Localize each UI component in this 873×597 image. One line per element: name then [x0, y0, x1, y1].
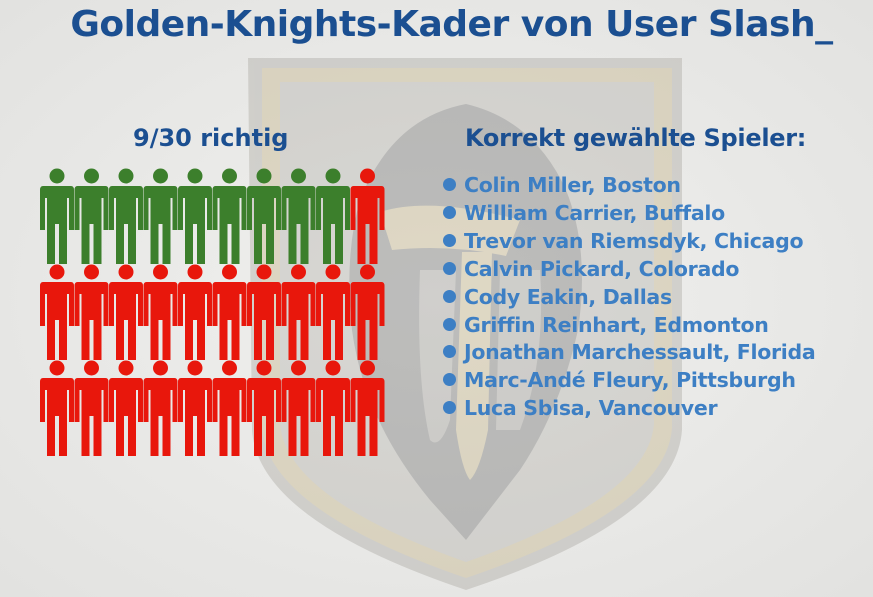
person-icon-incorrect — [350, 360, 385, 456]
person-icon-incorrect — [74, 264, 109, 360]
score-label: 9/30 richtig — [133, 124, 289, 152]
person-icon-correct — [247, 168, 281, 264]
player-list: Colin Miller, Boston William Carrier, Buf… — [443, 172, 816, 423]
player-list-item: William Carrier, Buffalo — [443, 200, 815, 228]
person-icon-incorrect — [178, 360, 212, 456]
person-icon-incorrect — [143, 264, 178, 360]
bullet-dot-icon — [443, 178, 456, 191]
person-icon-correct — [143, 168, 178, 264]
player-list-item: Colin Miller, Boston — [443, 172, 815, 200]
person-icon-incorrect — [350, 264, 385, 360]
bullet-dot-icon — [443, 289, 456, 303]
person-icon-incorrect — [109, 360, 143, 456]
person-icon-correct — [316, 168, 350, 264]
person-icon-incorrect — [40, 360, 74, 456]
person-icon-correct — [281, 168, 316, 264]
player-name: Colin Miller, Boston — [464, 173, 681, 197]
person-icon-incorrect — [178, 264, 212, 360]
player-name: Luca Sbisa, Vancouver — [464, 396, 718, 421]
person-icon-incorrect — [247, 264, 281, 360]
player-list-item: Cody Eakin, Dallas — [443, 284, 815, 312]
player-name: Cody Eakin, Dallas — [464, 284, 672, 309]
bullet-dot-icon — [443, 345, 456, 359]
player-name: Marc-Andé Fleury, Pittsburgh — [464, 368, 796, 393]
bullet-dot-icon — [443, 317, 456, 331]
person-icon-grid — [40, 168, 385, 456]
bullet-dot-icon — [443, 233, 456, 247]
person-icon-correct — [212, 168, 247, 264]
player-list-item: Marc-Andé Fleury, Pittsburgh — [443, 367, 815, 395]
person-icon-correct — [40, 168, 74, 264]
person-icon-incorrect — [212, 264, 247, 360]
player-name: Griffin Reinhart, Edmonton — [464, 312, 769, 337]
person-icon-incorrect — [281, 264, 316, 360]
person-icon-incorrect — [74, 360, 109, 456]
person-icon-incorrect — [281, 360, 316, 456]
person-icon-incorrect — [212, 360, 247, 456]
bullet-dot-icon — [443, 261, 456, 275]
bullet-dot-icon — [443, 373, 456, 387]
person-icon-incorrect — [316, 264, 350, 360]
person-icon-correct — [178, 168, 212, 264]
bullet-dot-icon — [443, 205, 456, 219]
person-icon-incorrect — [40, 264, 74, 360]
person-icon-incorrect — [109, 264, 143, 360]
player-name: William Carrier, Buffalo — [464, 200, 725, 225]
player-list-item: Calvin Pickard, Colorado — [443, 256, 815, 284]
person-icon-incorrect — [316, 360, 350, 456]
player-list-item: Luca Sbisa, Vancouver — [443, 395, 815, 423]
page-title: Golden-Knights-Kader von User Slash_ — [70, 4, 833, 45]
player-name: Trevor van Riemsdyk, Chicago — [464, 228, 804, 253]
person-icon-incorrect — [143, 360, 178, 456]
player-name: Calvin Pickard, Colorado — [464, 256, 740, 281]
person-icon-correct — [74, 168, 109, 264]
player-name: Jonathan Marchessault, Florida — [464, 340, 816, 365]
person-icon-incorrect — [247, 360, 281, 456]
player-list-item: Trevor van Riemsdyk, Chicago — [443, 228, 815, 256]
player-list-item: Griffin Reinhart, Edmonton — [443, 312, 815, 340]
list-heading: Korrekt gewählte Spieler: — [465, 124, 807, 152]
bullet-dot-icon — [443, 401, 456, 415]
person-icon-correct — [109, 168, 143, 264]
player-list-item: Jonathan Marchessault, Florida — [443, 339, 816, 367]
person-icon-incorrect — [350, 168, 385, 264]
